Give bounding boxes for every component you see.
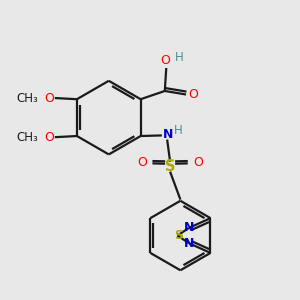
Text: S: S <box>165 159 175 174</box>
Text: O: O <box>137 156 147 169</box>
Text: CH₃: CH₃ <box>16 92 38 104</box>
Text: H: H <box>175 52 184 64</box>
Text: N: N <box>184 237 194 250</box>
Text: N: N <box>163 128 173 141</box>
Text: H: H <box>174 124 183 136</box>
Text: O: O <box>193 156 202 169</box>
Text: N: N <box>184 221 194 234</box>
Text: O: O <box>161 53 171 67</box>
Text: O: O <box>44 131 54 144</box>
Text: CH₃: CH₃ <box>16 131 38 144</box>
Text: O: O <box>188 88 198 101</box>
Text: S: S <box>174 229 183 242</box>
Text: O: O <box>44 92 54 104</box>
